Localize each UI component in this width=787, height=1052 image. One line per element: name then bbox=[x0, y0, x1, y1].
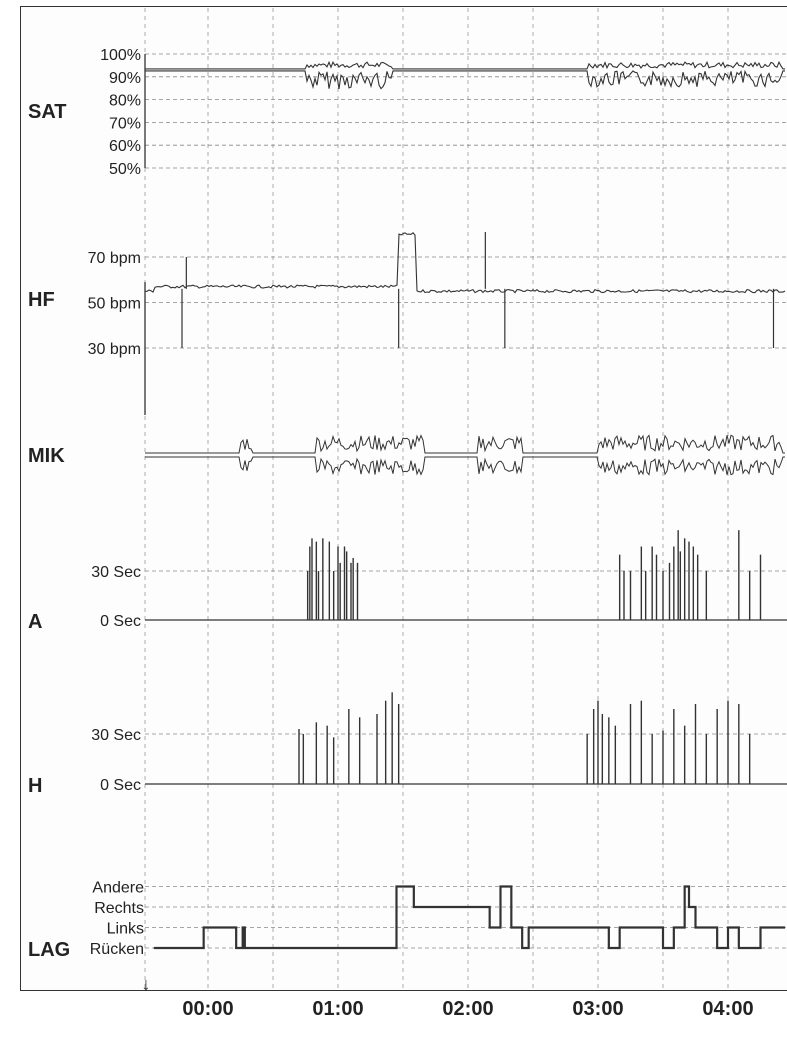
sat-tick-label: 50% bbox=[109, 161, 141, 178]
lag-panel-label: LAG bbox=[28, 939, 70, 961]
sat-tick-label: 90% bbox=[109, 70, 141, 87]
h-tick-label: 30 Sec bbox=[91, 727, 141, 744]
hf-trace bbox=[144, 232, 786, 294]
a-tick-label: 0 Sec bbox=[100, 613, 141, 630]
lag-tick-label: Links bbox=[107, 921, 144, 938]
lag-tick-label: Rücken bbox=[90, 941, 144, 958]
lag-tick-label: Rechts bbox=[94, 900, 144, 917]
mik-trace-upper bbox=[145, 434, 785, 454]
sat-trace-lower bbox=[145, 69, 785, 90]
x-tick-label: 01:00 bbox=[312, 998, 363, 1020]
sat-tick-label: 100% bbox=[100, 47, 141, 64]
x-tick-label: 03:00 bbox=[572, 998, 623, 1020]
sat-tick-label: 70% bbox=[109, 115, 141, 132]
sat-tick-label: 60% bbox=[109, 138, 141, 155]
hf-panel-label: HF bbox=[28, 289, 55, 311]
sat-panel-label: SAT bbox=[28, 101, 67, 123]
x-tick-label: 02:00 bbox=[442, 998, 493, 1020]
chart-frame bbox=[20, 6, 787, 991]
a-panel-label: A bbox=[28, 611, 42, 633]
lag-trace bbox=[153, 885, 785, 950]
hf-tick-label: 70 bpm bbox=[88, 250, 141, 267]
mik-panel-label: MIK bbox=[28, 445, 65, 467]
lag-tick-label: Andere bbox=[92, 880, 144, 897]
sat-trace-upper bbox=[145, 60, 785, 70]
start-marker-arrow: ↓ bbox=[142, 974, 151, 994]
a-tick-label: 30 Sec bbox=[91, 564, 141, 581]
sat-tick-label: 80% bbox=[109, 93, 141, 110]
mik-trace-lower bbox=[145, 456, 785, 476]
hf-tick-label: 30 bpm bbox=[88, 341, 141, 358]
h-panel-label: H bbox=[28, 775, 42, 797]
x-tick-label: 04:00 bbox=[702, 998, 753, 1020]
hf-tick-label: 50 bpm bbox=[88, 296, 141, 313]
x-tick-label: 00:00 bbox=[182, 998, 233, 1020]
h-tick-label: 0 Sec bbox=[100, 777, 141, 794]
